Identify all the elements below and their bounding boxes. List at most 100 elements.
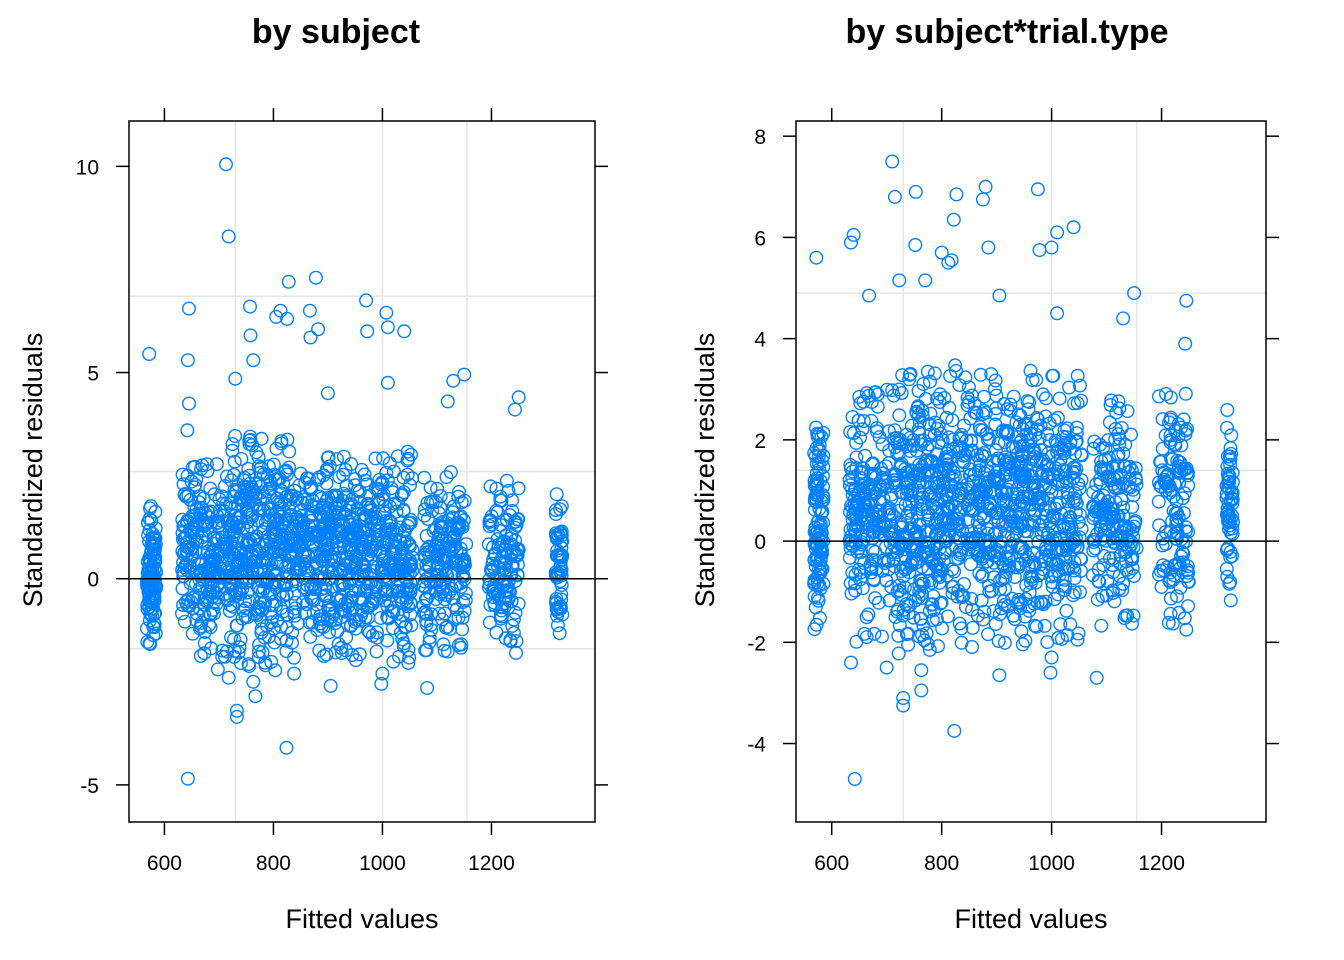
data-point bbox=[1074, 447, 1089, 462]
outlier-point bbox=[308, 270, 323, 285]
data-point bbox=[974, 549, 989, 564]
data-point bbox=[1074, 521, 1089, 536]
data-point bbox=[1038, 409, 1053, 424]
data-point bbox=[1006, 389, 1021, 404]
data-point bbox=[400, 467, 415, 482]
data-point bbox=[902, 367, 917, 382]
data-point bbox=[264, 654, 279, 669]
data-point bbox=[403, 607, 418, 622]
data-point bbox=[916, 377, 931, 392]
data-point bbox=[445, 505, 460, 520]
data-point bbox=[859, 610, 874, 625]
data-point bbox=[876, 515, 891, 530]
outlier-point bbox=[229, 709, 244, 724]
outlier-point bbox=[1127, 286, 1142, 301]
data-point bbox=[1163, 390, 1178, 405]
data-point bbox=[1035, 463, 1050, 478]
data-point bbox=[875, 437, 890, 452]
outlier-point bbox=[375, 666, 390, 681]
data-point bbox=[958, 370, 973, 385]
data-point bbox=[1155, 538, 1170, 553]
data-point bbox=[1004, 549, 1019, 564]
data-point bbox=[1014, 432, 1029, 447]
data-point bbox=[228, 584, 243, 599]
data-point bbox=[362, 625, 377, 640]
data-point bbox=[288, 595, 303, 610]
outlier-point bbox=[380, 320, 395, 335]
plot-frame bbox=[795, 120, 1267, 823]
data-point bbox=[929, 559, 944, 574]
data-point bbox=[396, 470, 411, 485]
data-point bbox=[454, 509, 469, 524]
data-point bbox=[425, 503, 440, 518]
ticks-layer: 600 800 1000 1200 -4 -2 0 2 4 6 8 bbox=[747, 108, 1279, 875]
data-point bbox=[811, 593, 826, 608]
outlier-point bbox=[944, 253, 959, 268]
data-point bbox=[858, 448, 873, 463]
data-point bbox=[195, 545, 210, 560]
data-point bbox=[810, 514, 825, 529]
data-point bbox=[1018, 544, 1033, 559]
data-point bbox=[332, 505, 347, 520]
data-point bbox=[975, 448, 990, 463]
data-point bbox=[223, 598, 238, 613]
data-point bbox=[405, 542, 420, 557]
data-point bbox=[1219, 561, 1234, 576]
data-point bbox=[282, 444, 297, 459]
data-point bbox=[425, 495, 440, 510]
data-point bbox=[954, 470, 969, 485]
data-point bbox=[1027, 618, 1042, 633]
outlier-point bbox=[180, 423, 195, 438]
data-point bbox=[334, 640, 349, 655]
data-point bbox=[214, 543, 229, 558]
data-point bbox=[953, 547, 968, 562]
data-point bbox=[316, 498, 331, 513]
data-point bbox=[880, 478, 895, 493]
data-point bbox=[176, 569, 191, 584]
outlier-point bbox=[180, 353, 195, 368]
outlier-point bbox=[1044, 650, 1059, 665]
data-point bbox=[387, 496, 402, 511]
data-point bbox=[485, 556, 500, 571]
data-point bbox=[848, 583, 863, 598]
data-point bbox=[1092, 574, 1107, 589]
outlier-point bbox=[908, 184, 923, 199]
data-point bbox=[923, 374, 938, 389]
data-point bbox=[1225, 485, 1240, 500]
data-point bbox=[494, 603, 509, 618]
data-point bbox=[937, 391, 952, 406]
data-point bbox=[224, 544, 239, 559]
data-point bbox=[933, 596, 948, 611]
outlier-point bbox=[1030, 182, 1045, 197]
data-point bbox=[855, 581, 870, 596]
data-point bbox=[147, 551, 162, 566]
outlier-point bbox=[229, 703, 244, 718]
data-point bbox=[894, 386, 909, 401]
data-point bbox=[1169, 513, 1184, 528]
data-point bbox=[918, 524, 933, 539]
data-point bbox=[253, 465, 268, 480]
data-point bbox=[504, 548, 519, 563]
data-point bbox=[389, 527, 404, 542]
data-point bbox=[895, 485, 910, 500]
data-point bbox=[1036, 597, 1051, 612]
data-point bbox=[997, 453, 1012, 468]
data-point bbox=[241, 657, 256, 672]
data-point bbox=[481, 537, 496, 552]
data-point bbox=[930, 568, 945, 583]
data-point bbox=[489, 625, 504, 640]
data-point bbox=[319, 476, 334, 491]
outlier-point bbox=[887, 189, 902, 204]
data-point bbox=[1045, 368, 1060, 383]
data-point bbox=[912, 584, 927, 599]
outlier-point bbox=[918, 273, 933, 288]
y-tick-label: 6 bbox=[754, 227, 766, 250]
data-point bbox=[435, 519, 450, 534]
data-point bbox=[882, 593, 897, 608]
data-point bbox=[149, 581, 164, 596]
data-point bbox=[925, 597, 940, 612]
outlier-point bbox=[457, 367, 472, 382]
data-point bbox=[1066, 588, 1081, 603]
outlier-point bbox=[946, 212, 961, 227]
data-point bbox=[319, 588, 334, 603]
